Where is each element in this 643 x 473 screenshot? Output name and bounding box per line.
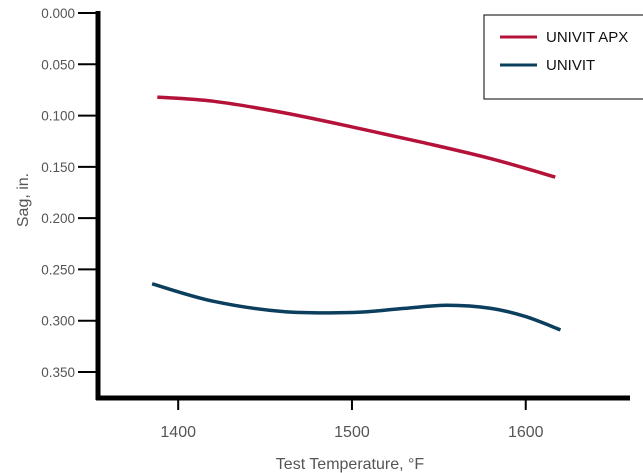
x-tick-label: 1600 bbox=[508, 424, 544, 441]
legend: UNIVIT APX UNIVIT bbox=[483, 14, 643, 100]
legend-label-univit-apx: UNIVIT APX bbox=[546, 29, 628, 46]
x-tick-label: 1400 bbox=[160, 424, 196, 441]
axes bbox=[95, 11, 630, 401]
y-tick-label: 0.100 bbox=[41, 109, 75, 124]
y-axis-ticks: 0.000 0.050 0.100 0.150 0.200 0.250 0.300 0.350 bbox=[41, 6, 98, 380]
y-tick-label: 0.250 bbox=[41, 262, 75, 277]
y-tick-label: 0.000 bbox=[41, 6, 75, 21]
x-tick-label: 1500 bbox=[334, 424, 370, 441]
y-tick-label: 0.300 bbox=[41, 314, 75, 329]
series-line-univit-apx bbox=[157, 95, 556, 179]
x-axis-title: Test Temperature, °F bbox=[276, 456, 425, 473]
series-lines bbox=[151, 95, 562, 332]
y-tick-label: 0.350 bbox=[41, 365, 75, 380]
y-tick-label: 0.050 bbox=[41, 57, 75, 72]
series-line-univit bbox=[151, 282, 562, 332]
legend-label-univit: UNIVIT bbox=[546, 57, 595, 74]
y-tick-label: 0.150 bbox=[41, 160, 75, 175]
legend-box bbox=[483, 14, 643, 100]
x-axis-ticks: 1400 1500 1600 bbox=[160, 398, 544, 441]
y-axis-title: Sag, in. bbox=[15, 173, 32, 227]
y-tick-label: 0.200 bbox=[41, 211, 75, 226]
